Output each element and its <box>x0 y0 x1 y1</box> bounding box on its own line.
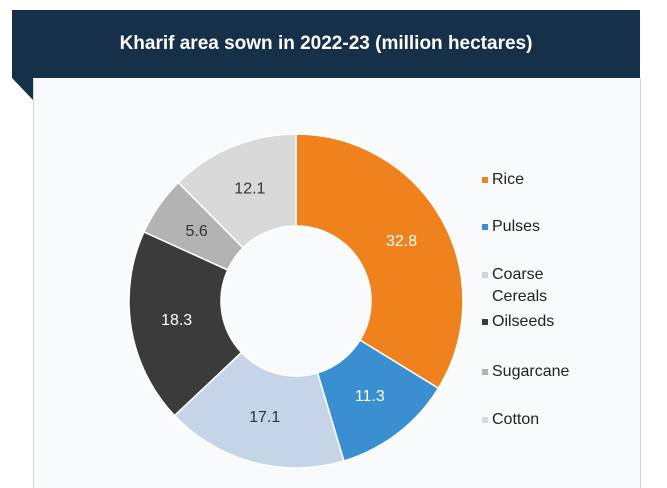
legend-swatch <box>482 417 488 423</box>
legend-entry: Pulses <box>482 216 592 238</box>
legend-swatch <box>482 369 488 375</box>
legend-label: Pulses <box>492 218 541 235</box>
legend-entry: Rice <box>482 169 592 191</box>
data-label: 5.6 <box>186 223 208 240</box>
data-label: 17.1 <box>249 409 280 426</box>
data-label: 12.1 <box>234 180 265 197</box>
legend-label: Oilseeds <box>492 313 555 330</box>
legend-label: Coarse Cereals <box>492 266 548 305</box>
legend-swatch <box>482 177 488 183</box>
corner <box>12 78 33 100</box>
chart-title: Kharif area sown in 2022-23 (million hec… <box>12 10 640 78</box>
data-label: 11.3 <box>355 388 385 405</box>
slice <box>128 230 243 417</box>
data-label: 18.3 <box>161 312 192 329</box>
legend-swatch <box>482 272 488 278</box>
legend-swatch <box>482 224 488 230</box>
legend-entry: Sugarcane <box>482 361 592 383</box>
data-label: 32.8 <box>386 233 417 250</box>
slice <box>173 351 345 469</box>
legend-label: Cotton <box>492 411 540 428</box>
legend-entry: Oilseeds <box>482 311 592 333</box>
legend-label: Rice <box>492 171 525 188</box>
legend-entry: Coarse Cereals <box>482 264 592 308</box>
slice <box>295 133 464 390</box>
slice <box>177 133 297 249</box>
legend-entry: Cotton <box>482 409 592 431</box>
legend-label: Sugarcane <box>492 363 570 380</box>
legend-swatch <box>482 319 488 325</box>
